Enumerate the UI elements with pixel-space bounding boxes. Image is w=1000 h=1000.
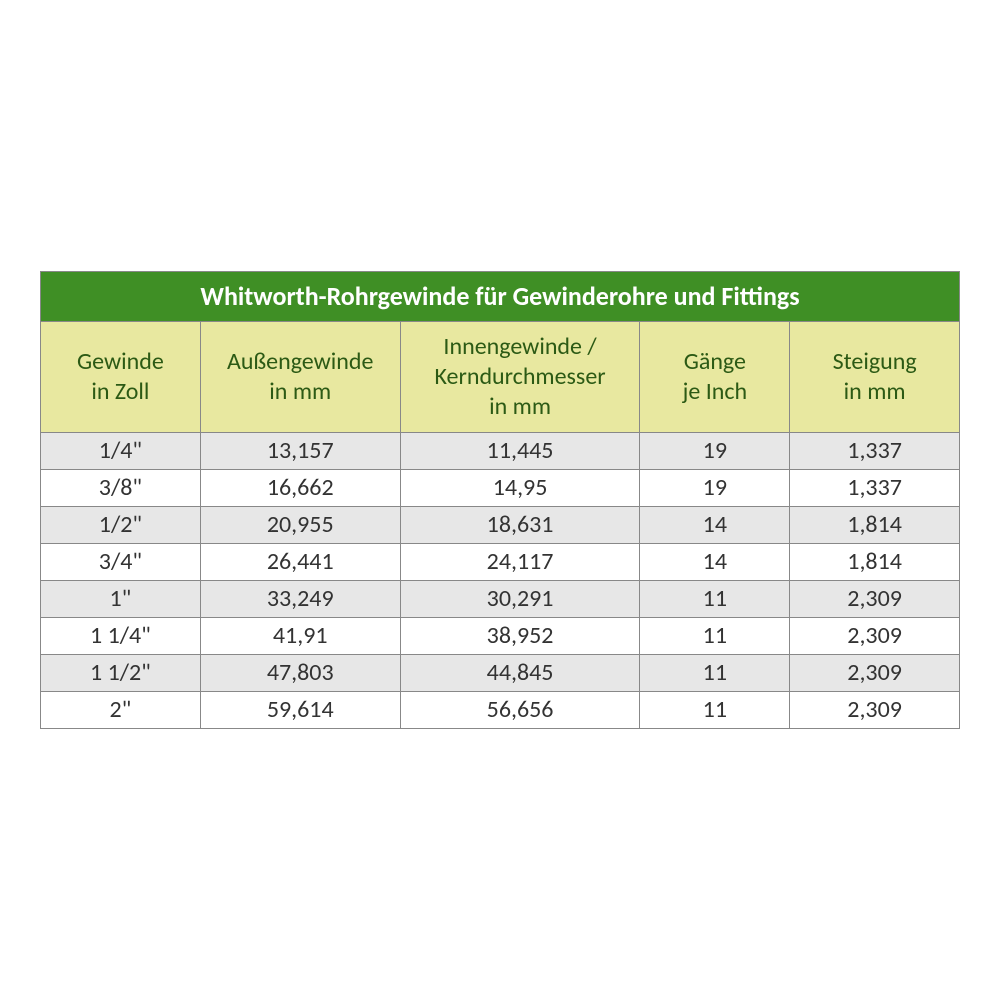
cell: 11 bbox=[640, 654, 790, 691]
cell: 1 1/4" bbox=[41, 617, 201, 654]
table-body: 1/4" 13,157 11,445 19 1,337 3/8" 16,662 … bbox=[41, 432, 960, 728]
cell: 33,249 bbox=[200, 580, 400, 617]
table-row: 1 1/2" 47,803 44,845 11 2,309 bbox=[41, 654, 960, 691]
table-row: 3/4" 26,441 24,117 14 1,814 bbox=[41, 543, 960, 580]
cell: 11 bbox=[640, 580, 790, 617]
table-row: 1/2" 20,955 18,631 14 1,814 bbox=[41, 506, 960, 543]
cell: 1,337 bbox=[790, 469, 960, 506]
table-row: 2" 59,614 56,656 11 2,309 bbox=[41, 691, 960, 728]
col-header-steigung: Steigungin mm bbox=[790, 321, 960, 432]
table-row: 1" 33,249 30,291 11 2,309 bbox=[41, 580, 960, 617]
cell: 1,814 bbox=[790, 506, 960, 543]
cell: 19 bbox=[640, 469, 790, 506]
cell: 14 bbox=[640, 543, 790, 580]
cell: 1,337 bbox=[790, 432, 960, 469]
cell: 3/8" bbox=[41, 469, 201, 506]
cell: 2,309 bbox=[790, 691, 960, 728]
table-title: Whitworth-Rohrgewinde für Gewinderohre u… bbox=[41, 272, 960, 322]
cell: 2,309 bbox=[790, 617, 960, 654]
cell: 1,814 bbox=[790, 543, 960, 580]
cell: 44,845 bbox=[400, 654, 640, 691]
cell: 59,614 bbox=[200, 691, 400, 728]
cell: 1/4" bbox=[41, 432, 201, 469]
cell: 30,291 bbox=[400, 580, 640, 617]
cell: 56,656 bbox=[400, 691, 640, 728]
cell: 2" bbox=[41, 691, 201, 728]
cell: 1 1/2" bbox=[41, 654, 201, 691]
cell: 2,309 bbox=[790, 654, 960, 691]
cell: 47,803 bbox=[200, 654, 400, 691]
table-title-row: Whitworth-Rohrgewinde für Gewinderohre u… bbox=[41, 272, 960, 322]
cell: 16,662 bbox=[200, 469, 400, 506]
cell: 1" bbox=[41, 580, 201, 617]
col-header-aussengewinde: Außengewindein mm bbox=[200, 321, 400, 432]
cell: 19 bbox=[640, 432, 790, 469]
cell: 14,95 bbox=[400, 469, 640, 506]
whitworth-table: Whitworth-Rohrgewinde für Gewinderohre u… bbox=[40, 271, 960, 729]
cell: 13,157 bbox=[200, 432, 400, 469]
cell: 38,952 bbox=[400, 617, 640, 654]
cell: 26,441 bbox=[200, 543, 400, 580]
cell: 3/4" bbox=[41, 543, 201, 580]
table-row: 3/8" 16,662 14,95 19 1,337 bbox=[41, 469, 960, 506]
table-header-row: Gewindein Zoll Außengewindein mm Innenge… bbox=[41, 321, 960, 432]
cell: 20,955 bbox=[200, 506, 400, 543]
col-header-gewinde: Gewindein Zoll bbox=[41, 321, 201, 432]
col-header-innengewinde: Innengewinde /Kerndurchmesserin mm bbox=[400, 321, 640, 432]
cell: 11 bbox=[640, 691, 790, 728]
table-row: 1/4" 13,157 11,445 19 1,337 bbox=[41, 432, 960, 469]
cell: 1/2" bbox=[41, 506, 201, 543]
page-container: Whitworth-Rohrgewinde für Gewinderohre u… bbox=[0, 0, 1000, 1000]
cell: 2,309 bbox=[790, 580, 960, 617]
cell: 18,631 bbox=[400, 506, 640, 543]
cell: 14 bbox=[640, 506, 790, 543]
cell: 11 bbox=[640, 617, 790, 654]
cell: 41,91 bbox=[200, 617, 400, 654]
col-header-gaenge: Gängeje Inch bbox=[640, 321, 790, 432]
table-row: 1 1/4" 41,91 38,952 11 2,309 bbox=[41, 617, 960, 654]
cell: 11,445 bbox=[400, 432, 640, 469]
cell: 24,117 bbox=[400, 543, 640, 580]
